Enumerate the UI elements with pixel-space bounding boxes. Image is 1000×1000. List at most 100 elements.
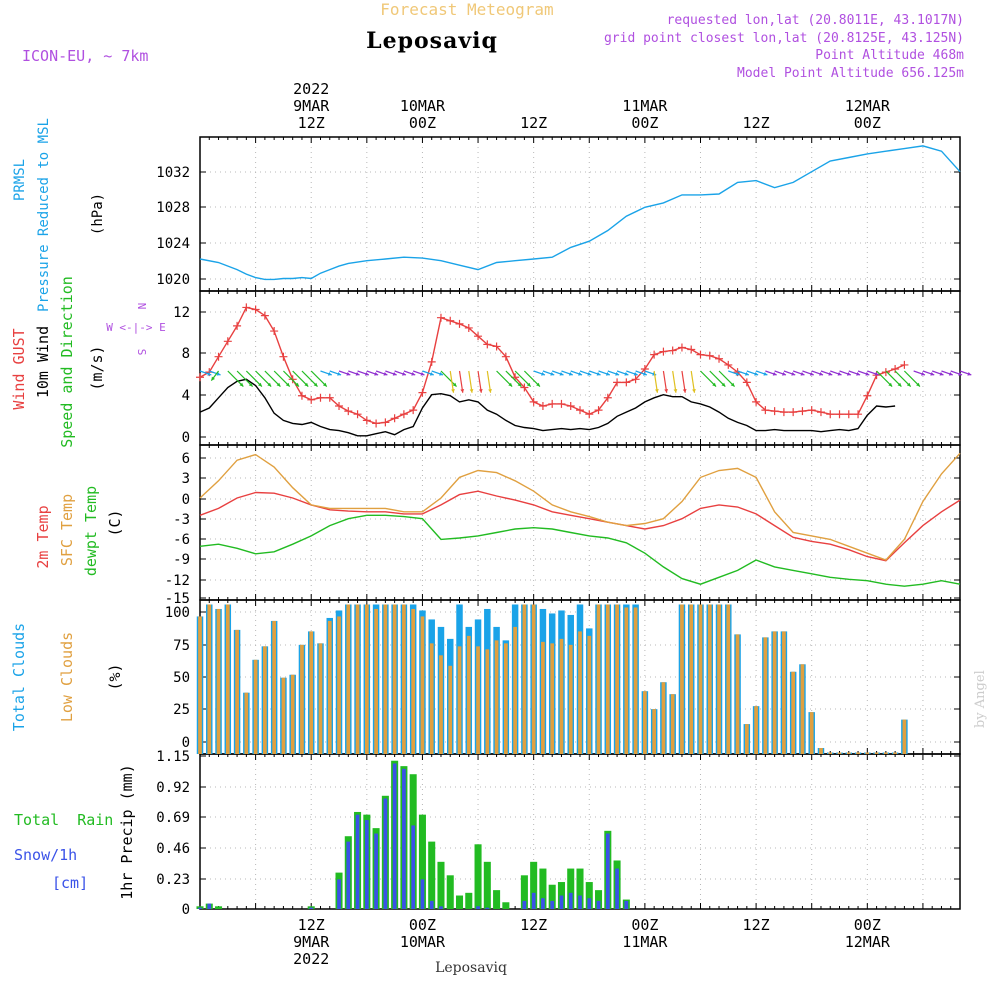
wind-arrow-head [615, 371, 620, 376]
gust-marker [446, 316, 455, 325]
low-cloud-bar [763, 637, 768, 754]
gust-marker [576, 406, 584, 415]
wind-arrow [505, 370, 522, 387]
wind-arrow-head [550, 371, 555, 376]
wind-arrow-head [364, 371, 369, 376]
rain-bar [493, 890, 501, 909]
top-time-label: 12Z [743, 114, 770, 132]
low-cloud-bar [309, 631, 314, 754]
snow-bar [541, 898, 545, 909]
low-cloud-bar [494, 640, 499, 754]
rain-bar [548, 884, 556, 909]
wind-arrow [885, 370, 902, 387]
wind-axis-label: Wind GUST [10, 328, 28, 409]
wind-arrow [236, 370, 254, 387]
y-tick-label: 0 [182, 430, 190, 446]
rain-bar [576, 868, 584, 909]
gust-marker [715, 354, 724, 363]
wind-arrow-head [374, 371, 379, 376]
y-tick-label: 0 [182, 902, 190, 918]
low-cloud-bar [411, 608, 416, 754]
gust-marker [455, 319, 464, 328]
low-cloud-bar [643, 691, 647, 754]
y-tick-label: 4 [182, 388, 190, 404]
precip-legend: Snow/1h [14, 846, 77, 864]
rain-bar [418, 814, 426, 909]
low-cloud-bar [272, 620, 276, 754]
wind-arrow [903, 370, 921, 387]
precip-legend: [cm] [52, 874, 88, 892]
y-tick-label: -3 [173, 512, 190, 528]
wind-arrow-head [596, 371, 601, 376]
wind-speed-line [199, 378, 896, 437]
wind-arrow-head [207, 371, 212, 376]
low-cloud-bar [235, 629, 239, 754]
wind-arrow-head [948, 371, 953, 376]
wind-arrow-head [897, 382, 902, 387]
low-cloud-bar [680, 604, 684, 754]
top-time-label: 00Z [854, 114, 881, 132]
wind-frame [199, 290, 961, 446]
gust-marker [724, 360, 733, 369]
wind-arrow-head [819, 371, 824, 376]
model-name: ICON-EU, ~ 7km [22, 47, 148, 65]
wind-arrow-head [906, 382, 911, 387]
wind-arrow-head [460, 389, 465, 393]
gust-marker [807, 406, 816, 415]
wind-arrow-head [304, 382, 309, 387]
gust-marker [242, 303, 251, 312]
precip-legend: Total Rain [14, 811, 113, 829]
gust-marker [548, 399, 557, 408]
wind-arrow [468, 370, 473, 393]
gust-marker [251, 305, 260, 314]
wind-arrow-head [763, 371, 768, 376]
low-cloud-bar [707, 604, 712, 754]
wind-arrow-head [837, 371, 842, 376]
y-tick-label: -6 [173, 532, 190, 548]
gust-marker [501, 352, 510, 361]
wind-arrow-head [930, 371, 935, 376]
gust-marker [826, 410, 835, 419]
snow-bar [355, 814, 360, 909]
snow-bar [605, 833, 610, 909]
low-cloud-bar [355, 604, 360, 754]
low-cloud-bar [448, 665, 453, 754]
bottom-time-label: 2022 [293, 950, 329, 968]
wind-arrow-head [383, 371, 388, 376]
wind-arrow [282, 370, 300, 387]
wind-arrow-head [828, 371, 833, 376]
wind-arrow-head [654, 389, 659, 393]
wind-arrow-head [559, 371, 564, 376]
clouds-axis-label: (%) [106, 663, 124, 690]
gust-marker [557, 399, 566, 408]
low-cloud-bar [466, 635, 471, 754]
wind-arrow-head [730, 382, 735, 387]
snow-bar [568, 892, 573, 909]
pressure-frame [199, 136, 961, 292]
bottom-time-label: 10MAR [400, 933, 446, 951]
gust-marker [881, 368, 890, 377]
wind-arrow [662, 370, 668, 393]
snow-bar [429, 900, 434, 909]
temperature-axis-label: dewpt Temp [82, 486, 100, 576]
low-cloud-bar [522, 604, 527, 754]
gust-marker [483, 340, 492, 349]
compass-north: N [135, 303, 148, 310]
y-tick-label: -12 [165, 573, 190, 589]
wind-arrow [310, 370, 328, 387]
top-time-label: 12MAR [845, 97, 891, 115]
low-cloud-bar [364, 604, 369, 754]
wind-arrow-head [541, 371, 545, 376]
wind-arrow [496, 370, 513, 387]
bottom-time-label: 00Z [631, 916, 658, 934]
wind-arrow [458, 370, 464, 393]
wind-arrow-head [452, 382, 457, 387]
gust-marker [492, 342, 501, 351]
low-cloud-bar [596, 604, 601, 754]
clouds-axis-label: Total Clouds [10, 623, 28, 731]
low-cloud-bar [429, 643, 434, 754]
low-cloud-bar [587, 635, 592, 754]
dewpt-temp-line [199, 514, 961, 587]
low-cloud-bar [392, 604, 397, 754]
